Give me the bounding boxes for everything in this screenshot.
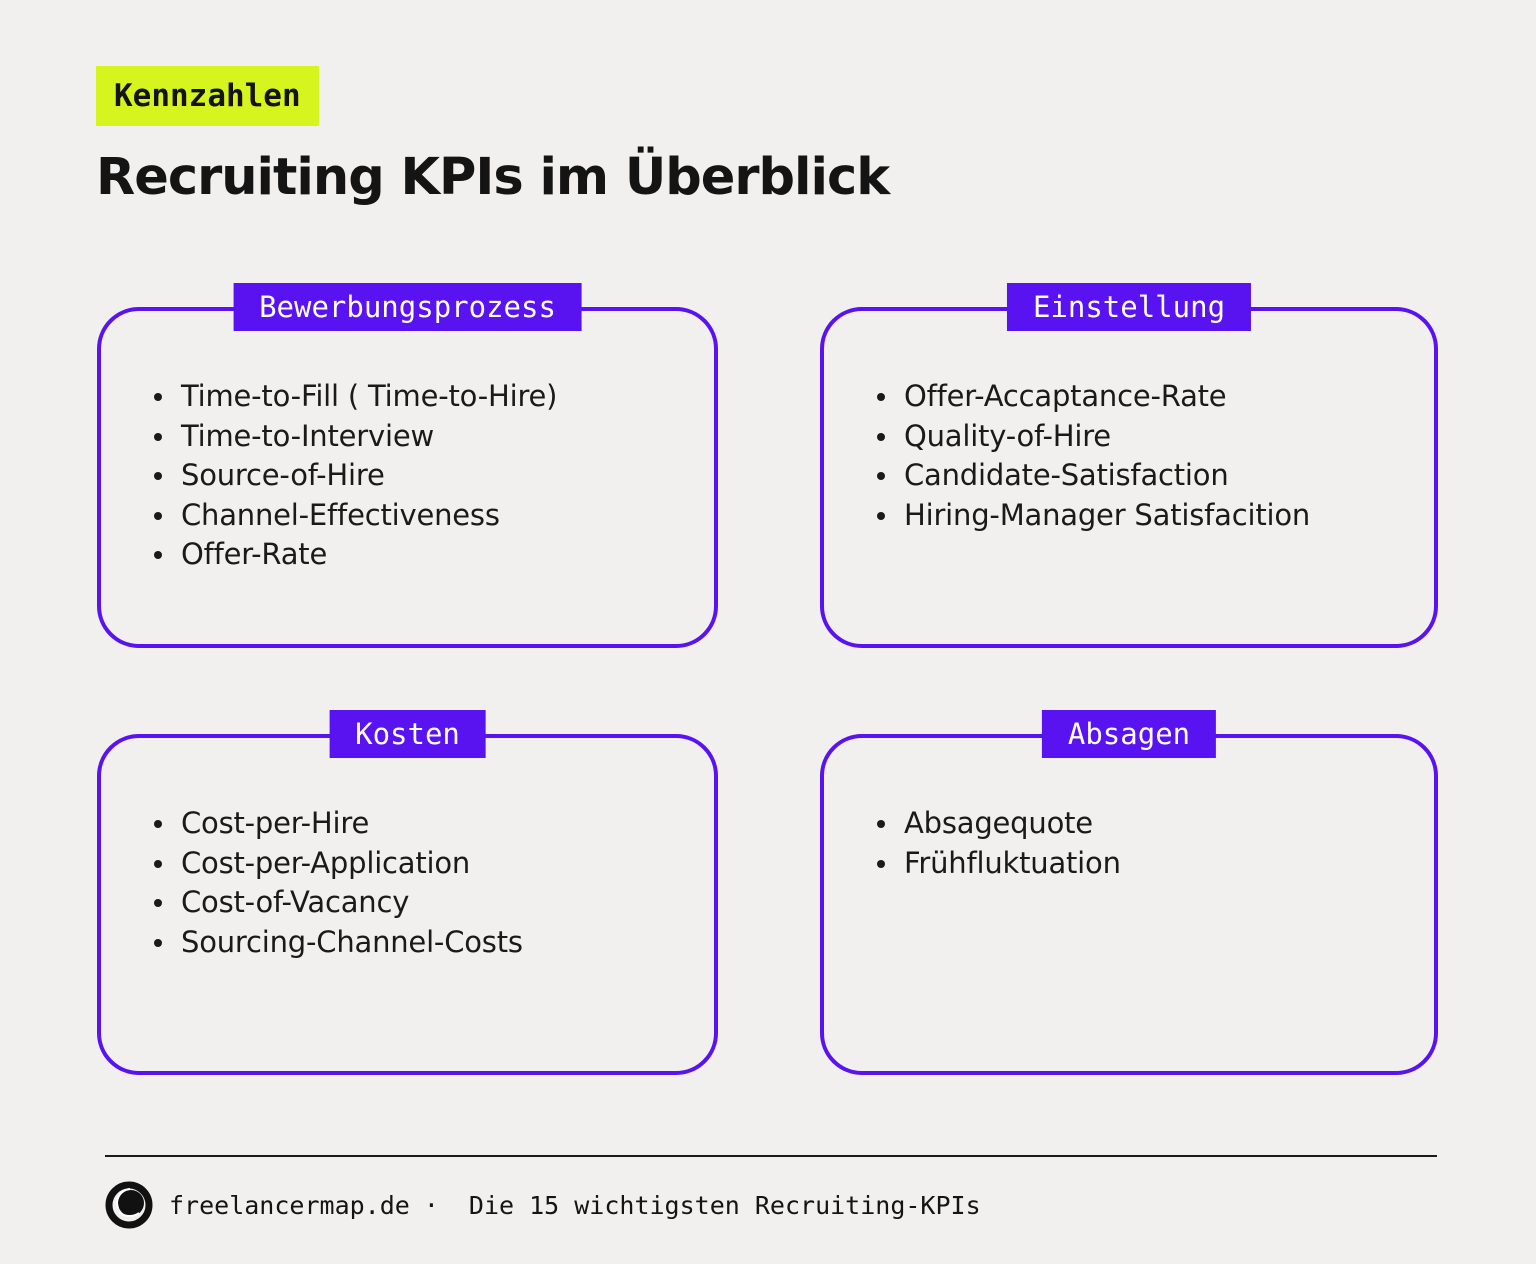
card-label-kosten: Kosten (329, 710, 486, 758)
card-label-bewerbungsprozess: Bewerbungsprozess (233, 283, 582, 331)
kpi-list-item: Time-to-Interview (154, 417, 694, 457)
kpi-list-item: Channel-Effectiveness (154, 496, 694, 536)
kpi-list-item: Sourcing-Channel-Costs (154, 923, 694, 963)
page-title: Recruiting KPIs im Überblick (96, 148, 890, 207)
footer-divider (105, 1155, 1437, 1157)
card-kosten: Kosten Cost-per-Hire Cost-per-Applicatio… (97, 710, 718, 1075)
kennzahlen-tag: Kennzahlen (96, 66, 319, 126)
kpi-list-item: Cost-per-Application (154, 844, 694, 884)
kpi-list-item: Frühfluktuation (877, 844, 1414, 884)
kpi-list-item: Time-to-Fill ( Time-to-Hire) (154, 377, 694, 417)
kpi-list-item: Offer-Rate (154, 535, 694, 575)
kpi-list-item: Offer-Accaptance-Rate (877, 377, 1414, 417)
kpi-list-item: Absagequote (877, 804, 1414, 844)
kpi-list-einstellung: Offer-Accaptance-Rate Quality-of-Hire Ca… (824, 377, 1434, 535)
kpi-list-item: Source-of-Hire (154, 456, 694, 496)
kpi-list-item: Candidate-Satisfaction (877, 456, 1414, 496)
footer: freelancermap.de · Die 15 wichtigsten Re… (105, 1181, 981, 1229)
kpi-list-item: Quality-of-Hire (877, 417, 1414, 457)
card-einstellung: Einstellung Offer-Accaptance-Rate Qualit… (820, 283, 1438, 648)
footer-caption: Die 15 wichtigsten Recruiting-KPIs (468, 1190, 981, 1220)
kpi-list-bewerbungsprozess: Time-to-Fill ( Time-to-Hire) Time-to-Int… (101, 377, 714, 575)
kpi-list-item: Cost-per-Hire (154, 804, 694, 844)
footer-separator: · (423, 1190, 439, 1220)
freelancermap-logo-icon (105, 1181, 153, 1229)
kpi-list-absagen: Absagequote Frühfluktuation (824, 804, 1434, 883)
card-label-absagen: Absagen (1041, 710, 1217, 758)
footer-brand: freelancermap.de (169, 1190, 410, 1220)
card-bewerbungsprozess: Bewerbungsprozess Time-to-Fill ( Time-to… (97, 283, 718, 648)
kpi-list-kosten: Cost-per-Hire Cost-per-Application Cost-… (101, 804, 714, 962)
card-label-einstellung: Einstellung (1006, 283, 1252, 331)
card-absagen: Absagen Absagequote Frühfluktuation (820, 710, 1438, 1075)
kpi-list-item: Cost-of-Vacancy (154, 883, 694, 923)
kpi-list-item: Hiring-Manager Satisfacition (877, 496, 1414, 536)
